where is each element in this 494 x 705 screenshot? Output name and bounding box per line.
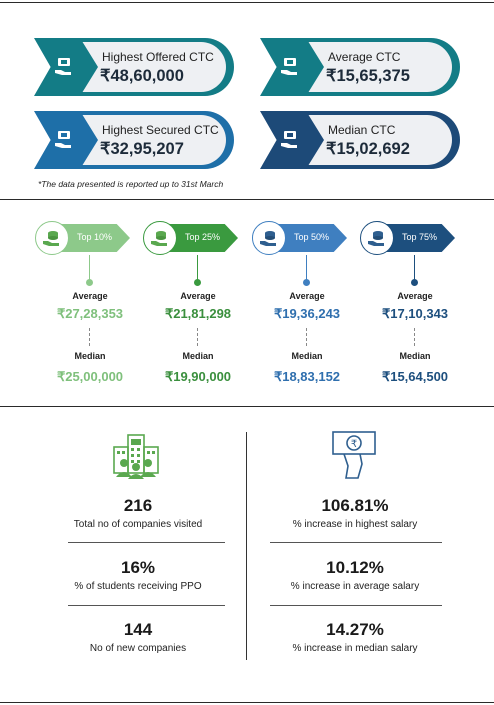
ctc-label: Highest Offered CTC — [102, 50, 214, 64]
tag-circle — [360, 221, 394, 255]
stem-line — [197, 255, 198, 281]
money-hand-icon — [281, 131, 297, 148]
median-value: ₹25,00,000 — [56, 369, 124, 384]
dashed-connector — [306, 328, 307, 346]
average-label: Average — [289, 291, 325, 301]
stat-value: 14.27% — [326, 620, 384, 639]
average-value: ₹19,36,243 — [273, 306, 341, 321]
stat-separator — [68, 605, 225, 606]
average-label: Average — [72, 291, 108, 301]
median-label: Median — [74, 351, 106, 361]
stat-highest-increase: 106.81% % increase in highest salary — [265, 496, 445, 530]
stat-separator — [270, 542, 442, 543]
coins-hand-icon — [368, 231, 384, 246]
dashed-connector — [89, 328, 90, 346]
svg-text:₹: ₹ — [351, 439, 357, 450]
coins-hand-icon — [260, 231, 276, 246]
ctc-label: Average CTC — [328, 50, 401, 64]
average-value: ₹27,28,353 — [56, 306, 124, 321]
stat-separator — [68, 542, 225, 543]
ctc-value: ₹15,02,692 — [326, 140, 410, 158]
stats-divider — [246, 432, 247, 660]
average-value: ₹21,81,298 — [164, 306, 232, 321]
median-value: ₹15,64,500 — [381, 369, 449, 384]
percentile-top-75: Top 75% Average ₹17,10,343 Median ₹15,64… — [360, 221, 470, 391]
coins-hand-icon — [151, 231, 167, 246]
stat-caption: % increase in highest salary — [292, 519, 418, 530]
stem-line — [306, 255, 307, 281]
top-border — [0, 2, 494, 3]
median-label: Median — [399, 351, 431, 361]
median-label: Median — [182, 351, 214, 361]
stat-caption: No of new companies — [89, 643, 187, 654]
ctc-value: ₹48,60,000 — [100, 67, 184, 85]
stat-caption: % increase in median salary — [292, 643, 418, 654]
section-divider — [0, 199, 494, 200]
median-ctc-card: Median CTC ₹15,02,692 — [260, 111, 460, 169]
highest-offered-ctc-card: Highest Offered CTC ₹48,60,000 — [34, 38, 234, 96]
average-value: ₹17,10,343 — [381, 306, 449, 321]
money-hand-icon — [55, 58, 71, 75]
coins-hand-icon — [43, 231, 59, 246]
tag-label: Top 10% — [77, 232, 113, 242]
stat-ppo: 16% % of students receiving PPO — [48, 558, 228, 592]
stem-dot — [86, 279, 93, 286]
tag-circle — [35, 221, 69, 255]
stat-value: 216 — [123, 496, 153, 515]
average-ctc-card: Average CTC ₹15,65,375 — [260, 38, 460, 96]
stem-dot — [411, 279, 418, 286]
stat-median-increase: 14.27% % increase in median salary — [265, 620, 445, 654]
ctc-value: ₹15,65,375 — [326, 67, 410, 85]
tag-label: Top 75% — [402, 232, 438, 242]
average-label: Average — [397, 291, 433, 301]
stat-value: 16% — [120, 558, 156, 577]
card-pill — [66, 38, 234, 96]
tag-label: Top 25% — [185, 232, 221, 242]
percentile-tag: Top 10% — [35, 221, 130, 255]
bottom-border — [0, 702, 494, 703]
percentile-tag: Top 50% — [252, 221, 347, 255]
stat-value: 106.81% — [321, 496, 389, 515]
median-value: ₹18,83,152 — [273, 369, 341, 384]
dashed-connector — [414, 328, 415, 346]
highest-secured-ctc-card: Highest Secured CTC ₹32,95,207 — [34, 111, 234, 169]
stem-line — [89, 255, 90, 281]
tag-label: Top 50% — [294, 232, 330, 242]
stem-dot — [194, 279, 201, 286]
percentile-top-10: Top 10% Average ₹27,28,353 Median ₹25,00… — [35, 221, 145, 391]
tag-circle — [143, 221, 177, 255]
dashed-connector — [197, 328, 198, 346]
stat-new-companies: 144 No of new companies — [48, 620, 228, 654]
tag-circle — [252, 221, 286, 255]
stat-caption: % increase in average salary — [290, 581, 420, 592]
percentile-top-25: Top 25% Average ₹21,81,298 Median ₹19,90… — [143, 221, 253, 391]
stat-value: 144 — [123, 620, 153, 639]
money-hand-icon — [281, 58, 297, 75]
money-hand-icon — [55, 131, 71, 148]
stat-average-increase: 10.12% % increase in average salary — [265, 558, 445, 592]
ctc-value: ₹32,95,207 — [100, 140, 184, 158]
data-note: *The data presented is reported up to 31… — [38, 179, 224, 189]
stat-companies-visited: 216 Total no of companies visited — [48, 496, 228, 530]
stat-value: 10.12% — [326, 558, 384, 577]
card-pill — [66, 111, 234, 169]
percentile-top-50: Top 50% Average ₹19,36,243 Median ₹18,83… — [252, 221, 362, 391]
median-label: Median — [291, 351, 323, 361]
stem-line — [414, 255, 415, 281]
rupee-hand-icon: ₹ — [332, 431, 376, 479]
stat-separator — [270, 605, 442, 606]
percentile-tag: Top 75% — [360, 221, 455, 255]
ctc-label: Highest Secured CTC — [102, 123, 219, 137]
average-label: Average — [180, 291, 216, 301]
stat-caption: Total no of companies visited — [73, 519, 203, 530]
median-value: ₹19,90,000 — [164, 369, 232, 384]
stat-caption: % of students receiving PPO — [74, 581, 202, 592]
percentile-tag: Top 25% — [143, 221, 238, 255]
section-divider — [0, 406, 494, 407]
office-building-icon — [113, 434, 159, 479]
stem-dot — [303, 279, 310, 286]
ctc-label: Median CTC — [328, 123, 396, 137]
